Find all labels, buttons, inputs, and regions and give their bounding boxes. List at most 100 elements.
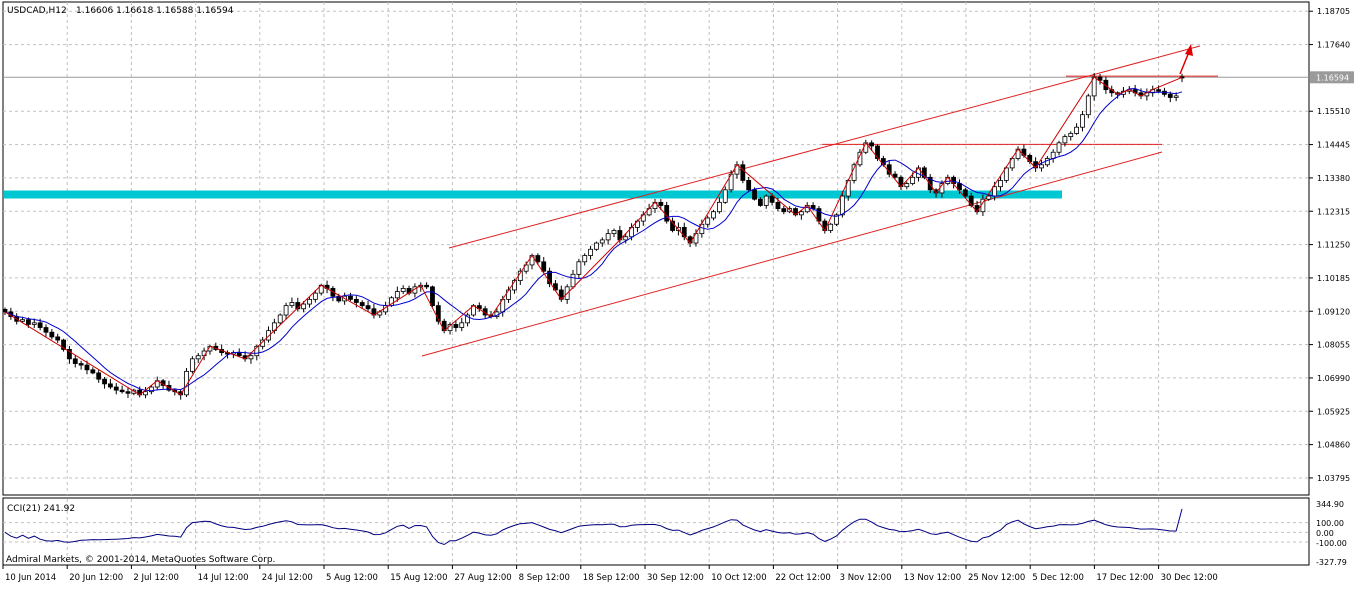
candle [102,377,107,389]
y-tick-label: 1.18705 [1317,7,1350,16]
candle [798,210,804,220]
candle [1003,166,1009,183]
candle [424,282,430,290]
candle [266,326,271,343]
candle-body-bullish [184,370,189,396]
candle-body-bearish [769,195,775,203]
candle-body-bullish [254,345,260,357]
candle-body-bearish [90,369,96,374]
candle-body-bullish [798,211,804,216]
candle [1068,131,1074,141]
candle-body-bearish [61,339,66,350]
candle-body-bearish [1097,76,1103,81]
candle [125,387,131,398]
candle-body-bullish [148,386,154,393]
candle-body-bearish [43,327,49,333]
candle-body-bearish [547,270,552,285]
candle [576,258,582,279]
x-tick-label: 3 Nov 12:00 [840,573,892,583]
candle [998,176,1003,192]
candle-body-bearish [26,319,31,325]
candle [547,267,552,288]
candle [277,313,283,325]
candle-body-bearish [962,189,968,197]
candle [962,187,968,198]
candle-body-bullish [582,255,588,263]
x-tick-label: 10 Oct 12:00 [711,573,766,583]
x-tick-label: 10 Jun 2014 [5,573,56,583]
candle [763,194,769,209]
x-tick-label: 2 Jul 12:00 [133,573,179,583]
candle [67,345,72,364]
axes: 1.18705 1.17640 1.16594 1.15510 1.14445 1.133… [2,7,1354,583]
candle [72,355,78,368]
candle [365,300,371,312]
candle-body-bullish [705,217,711,225]
candle [670,217,675,233]
candle [623,233,629,244]
candle [289,297,295,308]
grid-lines [3,2,1309,564]
candle-body-bullish [283,305,289,316]
candle-body-bullish [998,180,1003,188]
support-band [4,190,1062,199]
candle-body-bullish [722,189,728,203]
candle-body-bullish [394,291,400,299]
y-tick-label: 1.10185 [1317,274,1350,283]
candle-body-bullish [1074,126,1079,134]
candle [108,378,113,390]
candle [113,383,119,395]
candle-body-bullish [594,242,599,250]
candle-body-bullish [1039,164,1044,169]
y-tick-label: 1.12315 [1317,207,1350,216]
channel-lower-line [421,151,1163,357]
cci-tick-label: -327.79 [1316,558,1347,567]
candle [892,171,898,179]
candle [869,140,875,151]
candle [90,367,96,375]
price-panel-frame [2,1,1310,496]
candle [148,384,154,395]
y-tick-label: 1.04860 [1317,441,1350,450]
x-tick-label: 18 Sep 12:00 [583,573,640,583]
candle-body-bearish [102,378,107,385]
candle [752,187,757,201]
candle [588,245,593,260]
candle-body-bullish [248,355,254,360]
candle-body-bearish [1167,93,1173,98]
arrow-head [1185,44,1193,56]
y-tick-label: 1.09120 [1317,307,1350,316]
candle [465,312,471,327]
candle-body-bearish [968,195,974,206]
candle-body-bullish [588,248,593,256]
indicator-lines [4,76,1183,396]
candle [904,181,910,190]
candle-body-bearish [55,336,61,341]
candle-body-bullish [763,195,769,206]
candle [839,191,845,218]
current-price-badge [1310,71,1354,84]
candle [307,296,312,308]
candle [348,292,353,301]
candle [594,241,599,251]
cci-tick-label: -100.00 [1316,539,1347,548]
candle [716,197,722,214]
x-tick-label: 17 Dec 12:00 [1096,573,1153,583]
candle [605,229,611,245]
candle [248,352,254,364]
ohlc-readout: 1.16606 1.16618 1.16588 1.16594 [76,6,234,16]
candle [1062,134,1068,147]
candle-body-bullish [143,391,148,396]
candle-body-bearish [1103,79,1109,91]
x-tick-label: 27 Aug 12:00 [454,573,511,583]
channel-upper-line [448,45,1201,249]
candle-body-bearish [49,331,55,338]
candle-body-bullish [31,322,37,325]
candle-body-bullish [277,314,283,324]
candle-body-bullish [189,358,195,372]
candle-body-bearish [96,372,102,380]
candle-body-bearish [757,198,763,206]
y-tick-label: 1.14445 [1317,141,1350,150]
